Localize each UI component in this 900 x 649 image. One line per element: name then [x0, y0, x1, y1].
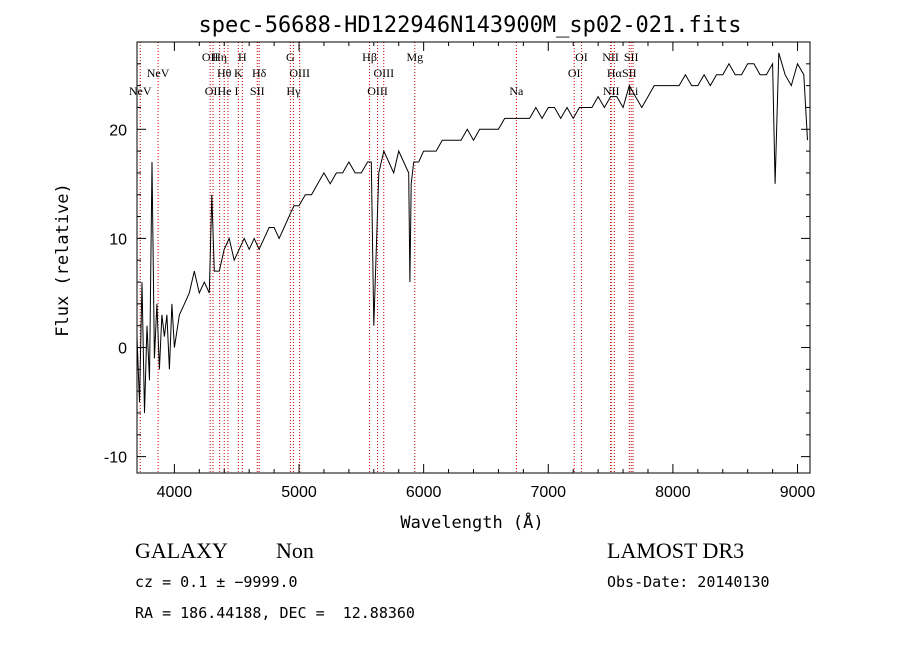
axis-ticks: 4000 5000 6000 7000 8000 9000 -10 0 10 20: [104, 42, 816, 501]
emission-line-label-12: OIII: [289, 66, 310, 80]
x-tick-label-0: 4000: [157, 484, 193, 501]
emission-line-label-15: OIII: [373, 66, 394, 80]
y-tick-label-3: 20: [109, 122, 127, 139]
x-tick-label-1: 5000: [281, 484, 317, 501]
object-class: GALAXY: [135, 538, 228, 563]
emission-line-label-10: SII: [250, 84, 265, 98]
emission-line-label-2: OII: [202, 50, 219, 64]
emission-line-label-8: K: [234, 66, 243, 80]
x-tick-label-3: 7000: [530, 484, 566, 501]
emission-line-label-11: G: [286, 50, 295, 64]
emission-line-label-0: NeV: [129, 84, 152, 98]
emission-line-label-24: SII: [624, 50, 639, 64]
chart-title: spec-56688-HD122946N143900M_sp02-021.fit…: [198, 13, 741, 38]
coordinates-readout: RA = 186.44188, DEC = 12.88360: [135, 604, 415, 622]
emission-line-label-17: Mg: [406, 50, 423, 64]
y-tick-label-2: 10: [109, 231, 127, 248]
emission-line-label-21: NII: [602, 50, 619, 64]
redshift-readout: cz = 0.1 ± −9999.0: [135, 573, 298, 591]
object-subclass: Non: [276, 538, 314, 563]
x-tick-label-5: 9000: [780, 484, 816, 501]
emission-line-label-26: Li: [628, 84, 639, 98]
emission-line-label-14: Hβ: [362, 50, 377, 64]
y-tick-label-0: -10: [104, 450, 127, 467]
emission-line-label-4: Hη: [212, 50, 227, 64]
emission-line-label-7: H: [238, 50, 247, 64]
flux-series: [136, 52, 808, 414]
emission-line-label-13: Hγ: [286, 84, 301, 98]
emission-line-label-6: He I: [217, 84, 238, 98]
emission-line-label-16: OIII: [367, 84, 388, 98]
flux-line: [136, 52, 808, 414]
survey-name: LAMOST DR3: [607, 538, 745, 563]
y-tick-label-1: 0: [118, 341, 127, 358]
emission-line-label-9: Hδ: [252, 66, 267, 80]
observation-date: Obs-Date: 20140130: [607, 573, 770, 591]
x-tick-label-2: 6000: [406, 484, 442, 501]
x-tick-label-4: 8000: [655, 484, 691, 501]
emission-line-label-19: OI: [575, 50, 588, 64]
emission-line-label-1: NeV: [147, 66, 170, 80]
emission-line-label-25: SII: [622, 66, 637, 80]
spectrum-chart: spec-56688-HD122946N143900M_sp02-021.fit…: [53, 13, 816, 533]
emission-line-label-3: OII: [205, 84, 222, 98]
emission-line-label-22: Hα: [607, 66, 623, 80]
emission-line-label-18: Na: [509, 84, 524, 98]
emission-line-label-20: OI: [568, 66, 581, 80]
emission-line-label-23: NII: [603, 84, 620, 98]
emission-line-label-5: Hθ: [217, 66, 232, 80]
x-axis-label: Wavelength (Å): [400, 511, 543, 533]
y-axis-label: Flux (relative): [53, 183, 73, 337]
